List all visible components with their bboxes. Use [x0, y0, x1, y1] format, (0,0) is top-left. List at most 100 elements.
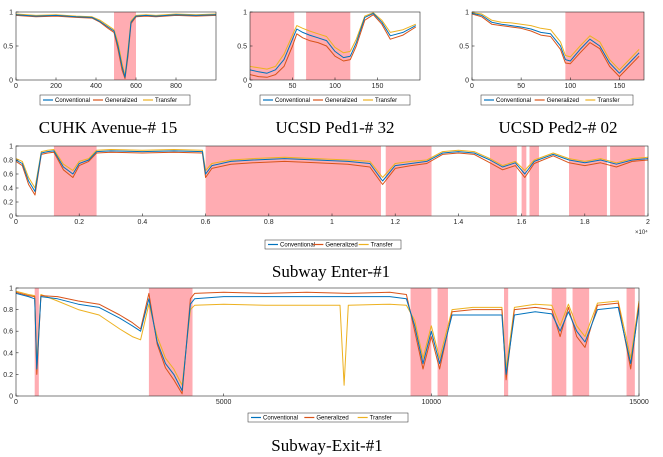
- y-tick-label: 0.5: [459, 44, 469, 51]
- series-line-conventional: [16, 292, 639, 392]
- legend-label-generalized: Generalized: [325, 98, 357, 104]
- series-line-conventional: [16, 14, 216, 78]
- y-tick-label: 0: [9, 214, 13, 221]
- legend-label-transfer: Transfer: [371, 243, 393, 249]
- series-line-generalized: [16, 14, 216, 80]
- x-tick-label: 0.6: [201, 219, 211, 226]
- legend-box: [39, 94, 191, 106]
- anomaly-region: [490, 146, 517, 216]
- y-tick-label: 0: [465, 78, 469, 85]
- y-tick-label: 0.4: [3, 186, 13, 193]
- chart-panel-3: 0 0.2 0.4 0.6 0.8 1 1.2 1.4 1.6 1.8 2 0 0.2 0.4 0.6 0.8…: [3, 144, 650, 282]
- anomaly-region: [205, 146, 381, 216]
- chart-panel-0: 0 200 400 600 800 0 0.5 1 Conventional Generalize…: [3, 10, 217, 137]
- x-tick-label: 600: [130, 83, 142, 90]
- legend: Conventional Generalized Transfer: [39, 94, 191, 106]
- legend: Conventional Generalized Transfer: [480, 94, 634, 106]
- anomaly-region: [610, 146, 645, 216]
- x-tick-label: 0: [14, 83, 18, 90]
- legend-label-conventional: Conventional: [496, 98, 531, 104]
- x-tick-label: 1.4: [454, 219, 464, 226]
- x-tick-label: 0: [248, 83, 252, 90]
- series-line-transfer: [16, 13, 216, 77]
- y-tick-label: 0: [9, 394, 13, 401]
- anomaly-region: [148, 288, 193, 396]
- y-tick-label: 0.5: [237, 44, 247, 51]
- axes-box: [15, 287, 640, 397]
- x-tick-label: 150: [614, 83, 626, 90]
- x-tick-label: 150: [372, 83, 384, 90]
- series-line-conventional: [472, 12, 640, 74]
- plot-area: [16, 288, 639, 396]
- x-tick-label: 2: [646, 219, 650, 226]
- x-tick-label: 15000: [629, 399, 649, 406]
- y-tick-label: 0.2: [3, 372, 13, 379]
- x-tick-label: 0.4: [138, 219, 148, 226]
- anomaly-region: [306, 12, 351, 80]
- legend-label-transfer: Transfer: [375, 98, 397, 104]
- series-line-transfer: [472, 12, 640, 71]
- y-tick-label: 1: [9, 286, 13, 293]
- anomaly-region: [410, 288, 432, 396]
- legend-label-generalized: Generalized: [325, 243, 357, 249]
- chart-caption: Subway Enter-#1: [272, 262, 390, 281]
- series-line-generalized: [472, 13, 640, 78]
- x-tick-label: 10000: [422, 399, 442, 406]
- chart-caption: CUHK Avenue-# 15: [39, 118, 178, 137]
- legend-label-transfer: Transfer: [155, 98, 177, 104]
- y-tick-label: 0: [243, 78, 247, 85]
- anomaly-region: [565, 12, 644, 80]
- legend-box: [264, 239, 402, 250]
- x-tick-label: 5000: [216, 399, 232, 406]
- series-line-generalized: [16, 151, 648, 196]
- x-tick-label: 50: [289, 83, 297, 90]
- anomaly-region: [250, 12, 295, 80]
- legend-label-conventional: Conventional: [275, 98, 310, 104]
- x-tick-label: 200: [50, 83, 62, 90]
- series-line-generalized: [16, 291, 639, 395]
- legend-label-conventional: Conventional: [280, 243, 315, 249]
- legend-label-transfer: Transfer: [597, 98, 619, 104]
- chart-caption: UCSD Ped1-# 32: [275, 118, 394, 137]
- anomaly-region: [551, 288, 567, 396]
- series-line-transfer: [250, 12, 416, 70]
- y-tick-label: 0.4: [3, 350, 13, 357]
- y-tick-label: 0.6: [3, 329, 13, 336]
- legend: Conventional Generalized Transfer: [247, 412, 409, 423]
- anomaly-region: [504, 288, 509, 396]
- chart-caption: UCSD Ped2-# 02: [498, 118, 617, 137]
- anomaly-region: [569, 146, 607, 216]
- legend-label-conventional: Conventional: [263, 416, 298, 422]
- legend-label-generalized: Generalized: [547, 98, 579, 104]
- y-tick-label: 0.8: [3, 307, 13, 314]
- x-tick-label: 0: [14, 219, 18, 226]
- anomaly-region: [385, 146, 432, 216]
- chart-panel-1: 0 50 100 150 0 0.5 1 Conventional Generalized Tra…: [237, 10, 421, 137]
- x-tick-label: 1.8: [580, 219, 590, 226]
- x-tick-label: 0.2: [74, 219, 84, 226]
- x-tick-label: 400: [90, 83, 102, 90]
- x-tick-label: 100: [329, 83, 341, 90]
- x-tick-label: 800: [170, 83, 182, 90]
- series-line-conventional: [250, 12, 417, 74]
- y-tick-label: 0.6: [3, 172, 13, 179]
- anomaly-region: [529, 146, 539, 216]
- chart-caption: Subway-Exit-#1: [271, 436, 382, 455]
- legend: Conventional Generalized Transfer: [264, 239, 402, 250]
- x-tick-label: 1: [330, 219, 334, 226]
- y-tick-label: 1: [9, 10, 13, 17]
- legend-label-transfer: Transfer: [370, 416, 392, 422]
- legend: Conventional Generalized Transfer: [259, 94, 411, 106]
- y-tick-label: 0.8: [3, 158, 13, 165]
- legend-box: [247, 412, 409, 423]
- x-tick-label: 1.6: [517, 219, 527, 226]
- x-tick-label: 0.8: [264, 219, 274, 226]
- y-tick-label: 1: [243, 10, 247, 17]
- y-tick-label: 0.2: [3, 200, 13, 207]
- x-tick-label: 0: [14, 399, 18, 406]
- series-line-transfer: [16, 149, 648, 189]
- legend-label-generalized: Generalized: [316, 416, 348, 422]
- anomaly-region: [437, 288, 448, 396]
- chart-panel-4: 0 5000 10000 15000 0 0.2 0.4 0.6 0.8 1 Conventiona…: [3, 286, 649, 456]
